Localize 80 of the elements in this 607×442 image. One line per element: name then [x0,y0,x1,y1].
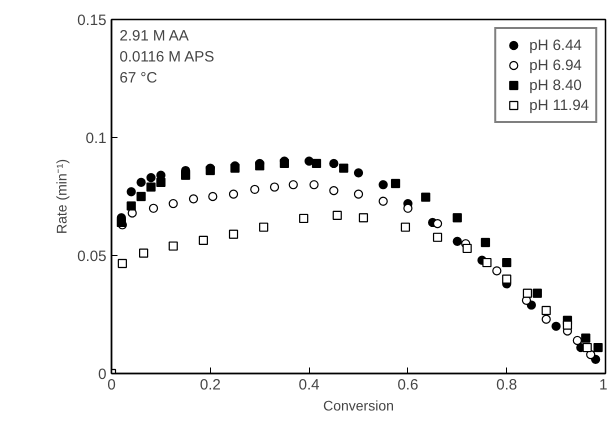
point [480,238,490,248]
point [532,288,542,298]
point [309,180,319,190]
annotation: 2.91 M AA [120,28,189,44]
point [378,180,388,190]
point [230,164,240,173]
point [582,342,592,352]
x-tick-label: 0.6 [397,376,418,394]
point [136,192,146,202]
point [421,192,430,202]
point [522,288,532,298]
annotation: 0.0116 M APS [120,48,214,66]
point [358,213,368,222]
point [329,158,338,168]
y-tick-label: 0 [98,366,106,383]
point [228,230,238,239]
point [542,314,551,324]
point [208,192,218,202]
legend-label: pH 6.94 [529,56,582,74]
point [332,210,342,220]
point [432,219,442,228]
point [502,274,512,284]
point [118,258,127,268]
point [452,213,462,222]
point [228,190,238,199]
point [552,322,561,331]
annotation: 67 °C [120,70,158,86]
point [156,178,166,187]
point [312,158,322,168]
point [562,320,572,330]
point [255,161,264,170]
point [400,222,410,232]
x-tick-label: 0.4 [298,376,320,394]
point [378,196,388,206]
y-tick-label: 0.15 [77,12,107,29]
point [432,232,442,242]
point [250,184,260,194]
point [354,190,364,199]
point [136,178,146,187]
point [139,248,148,258]
point [390,178,400,188]
legend-label: pH 11.94 [529,96,589,114]
point [146,182,156,192]
point [206,166,215,176]
point [299,214,308,224]
point [198,236,208,245]
legend-label: pH 8.40 [529,76,582,94]
point [542,306,551,316]
point [126,201,136,211]
point [452,236,462,246]
point [339,164,348,173]
point [270,182,280,192]
point [259,222,268,232]
point [148,204,158,213]
point [188,194,198,204]
point [329,186,338,196]
point [593,342,603,352]
point [482,258,492,268]
point [116,218,126,228]
point [581,334,590,343]
legend-label: pH 6.44 [529,36,582,54]
x-tick-label: 1 [599,376,607,394]
point [403,204,412,213]
point [126,187,136,196]
point [502,258,512,268]
y-tick-label: 0.05 [77,248,107,265]
point [462,244,472,254]
x-tick-label: 0.8 [496,376,518,394]
x-axis-title: Conversion [323,398,394,414]
y-tick-label: 0.1 [86,130,107,147]
point [280,158,289,168]
x-tick-label: 0.2 [200,376,221,394]
point [146,173,156,182]
point [168,241,178,251]
point [288,180,298,190]
y-axis-title: Rate (min⁻¹) [53,158,70,234]
point [354,168,364,178]
point [181,170,190,180]
point [168,198,178,208]
point [492,266,502,276]
